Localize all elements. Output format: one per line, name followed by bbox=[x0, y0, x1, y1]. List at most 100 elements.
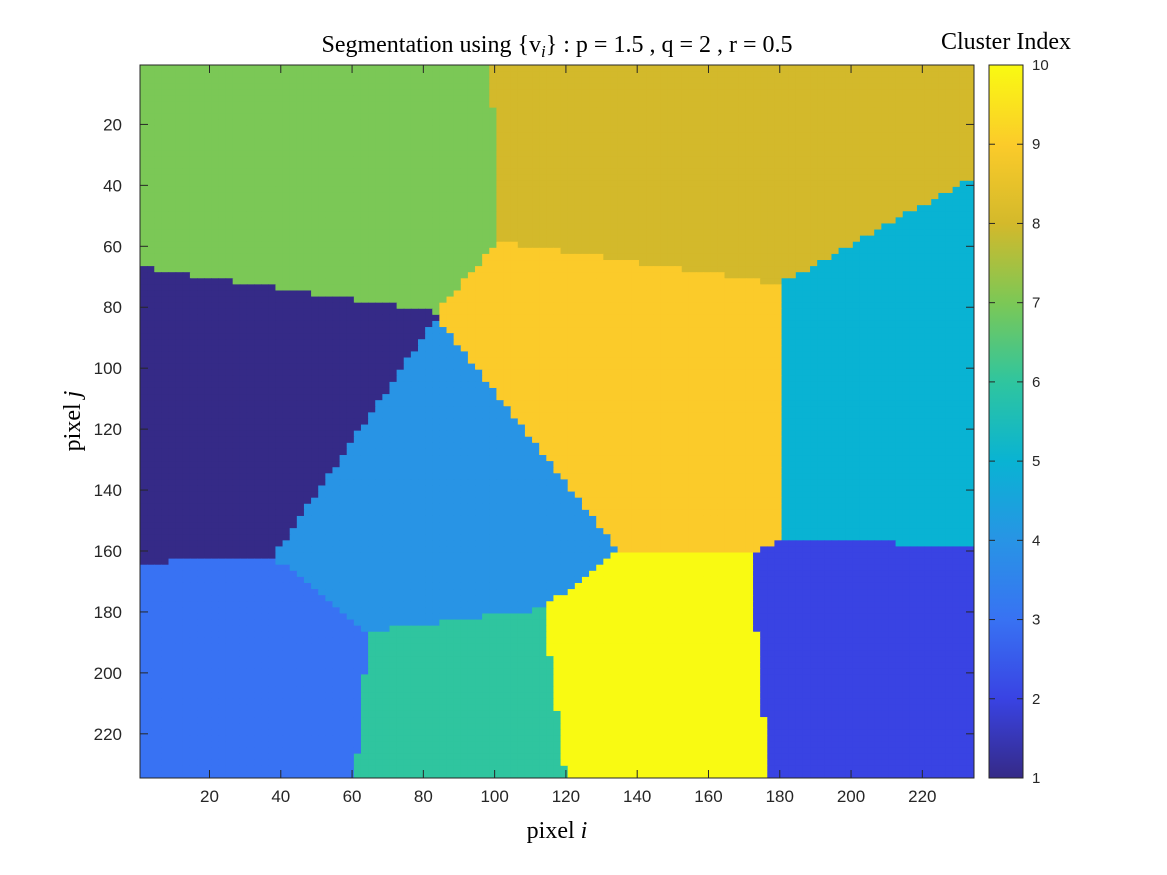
cluster-7-cell bbox=[232, 168, 241, 176]
cluster-8-cell bbox=[802, 162, 811, 170]
cluster-8-cell bbox=[660, 223, 669, 231]
cluster-7-cell bbox=[318, 260, 326, 267]
cluster-8-cell bbox=[646, 241, 654, 249]
cluster-7-cell bbox=[232, 174, 241, 182]
cluster-7-cell bbox=[482, 162, 490, 170]
cluster-9-cell bbox=[475, 314, 483, 322]
cluster-8-cell bbox=[916, 180, 925, 188]
cluster-7-cell bbox=[475, 138, 483, 145]
cluster-8-cell bbox=[888, 65, 897, 72]
cluster-7-cell bbox=[396, 290, 405, 298]
cluster-8-cell bbox=[867, 217, 875, 225]
cluster-8-cell bbox=[817, 247, 825, 255]
cluster-1-cell bbox=[389, 302, 398, 310]
cluster-7-cell bbox=[360, 186, 369, 194]
cluster-7-cell bbox=[161, 83, 170, 90]
cluster-7-cell bbox=[332, 119, 341, 127]
cluster-9-cell bbox=[688, 284, 697, 292]
cluster-8-cell bbox=[667, 89, 676, 97]
cluster-8-cell bbox=[703, 89, 711, 97]
cluster-7-cell bbox=[389, 192, 398, 200]
cluster-8-cell bbox=[774, 235, 783, 243]
cluster-8-cell bbox=[581, 174, 590, 182]
cluster-8-cell bbox=[703, 253, 711, 261]
cluster-8-cell bbox=[646, 144, 654, 151]
cluster-8-cell bbox=[553, 205, 562, 212]
cluster-8-cell bbox=[902, 186, 911, 194]
cluster-7-cell bbox=[482, 174, 490, 182]
cluster-8-cell bbox=[859, 101, 868, 109]
cluster-7-cell bbox=[296, 284, 305, 292]
cluster-1-cell bbox=[410, 320, 419, 328]
cluster-8-cell bbox=[817, 229, 825, 237]
cluster-7-cell bbox=[303, 156, 312, 164]
cluster-7-cell bbox=[204, 162, 212, 170]
cluster-8-cell bbox=[817, 156, 825, 164]
cluster-1-cell bbox=[254, 302, 262, 310]
cluster-7-cell bbox=[439, 168, 448, 176]
cluster-8-cell bbox=[589, 107, 597, 115]
cluster-8-cell bbox=[660, 113, 669, 121]
cluster-8-cell bbox=[567, 150, 576, 158]
cluster-7-cell bbox=[239, 223, 248, 231]
cluster-7-cell bbox=[268, 278, 277, 285]
cluster-7-cell bbox=[382, 138, 391, 145]
cluster-8-cell bbox=[945, 77, 954, 84]
cluster-9-cell bbox=[503, 260, 512, 267]
cluster-8-cell bbox=[560, 180, 569, 188]
cluster-7-cell bbox=[318, 119, 326, 127]
cluster-8-cell bbox=[546, 113, 555, 121]
cluster-7-cell bbox=[353, 211, 362, 218]
cluster-8-cell bbox=[817, 83, 825, 90]
cluster-1-cell bbox=[353, 314, 362, 322]
cluster-7-cell bbox=[296, 132, 305, 139]
cluster-7-cell bbox=[353, 77, 362, 84]
cluster-7-cell bbox=[410, 253, 419, 261]
cluster-8-cell bbox=[810, 71, 818, 78]
cluster-8-cell bbox=[596, 180, 604, 188]
cluster-7-cell bbox=[175, 156, 184, 164]
cluster-7-cell bbox=[147, 132, 155, 139]
cluster-8-cell bbox=[760, 168, 768, 176]
cluster-7-cell bbox=[147, 77, 155, 84]
cluster-7-cell bbox=[382, 119, 391, 127]
cluster-7-cell bbox=[382, 253, 391, 261]
cluster-5-cell bbox=[966, 241, 974, 249]
cluster-8-cell bbox=[745, 199, 754, 206]
cluster-8-cell bbox=[610, 241, 619, 249]
cluster-8-cell bbox=[802, 192, 811, 200]
cluster-8-cell bbox=[560, 199, 569, 206]
cluster-8-cell bbox=[539, 65, 547, 72]
cluster-8-cell bbox=[852, 162, 861, 170]
cluster-7-cell bbox=[175, 235, 184, 243]
cluster-7-cell bbox=[268, 272, 277, 279]
cluster-8-cell bbox=[503, 113, 512, 121]
cluster-8-cell bbox=[567, 174, 576, 182]
cluster-8-cell bbox=[596, 235, 604, 243]
cluster-8-cell bbox=[731, 180, 740, 188]
cluster-7-cell bbox=[161, 205, 170, 212]
cluster-8-cell bbox=[667, 138, 676, 145]
cluster-9-cell bbox=[717, 296, 726, 304]
cluster-8-cell bbox=[781, 247, 790, 255]
cluster-8-cell bbox=[874, 168, 882, 176]
cluster-9-cell bbox=[517, 308, 526, 316]
cluster-7-cell bbox=[175, 211, 184, 218]
cluster-7-cell bbox=[239, 138, 248, 145]
cluster-7-cell bbox=[325, 241, 334, 249]
cluster-7-cell bbox=[482, 229, 490, 237]
cluster-9-cell bbox=[475, 284, 483, 292]
cluster-9-cell bbox=[596, 272, 604, 279]
cluster-5-cell bbox=[952, 205, 961, 212]
cluster-8-cell bbox=[581, 186, 590, 194]
cluster-8-cell bbox=[838, 235, 847, 243]
cluster-8-cell bbox=[532, 95, 540, 103]
cluster-8-cell bbox=[553, 199, 562, 206]
cluster-8-cell bbox=[824, 83, 833, 90]
cluster-8-cell bbox=[745, 223, 754, 231]
cluster-9-cell bbox=[553, 253, 562, 261]
cluster-9-cell bbox=[524, 302, 533, 310]
cluster-7-cell bbox=[389, 241, 398, 249]
cluster-5-cell bbox=[909, 241, 918, 249]
cluster-8-cell bbox=[795, 260, 804, 267]
